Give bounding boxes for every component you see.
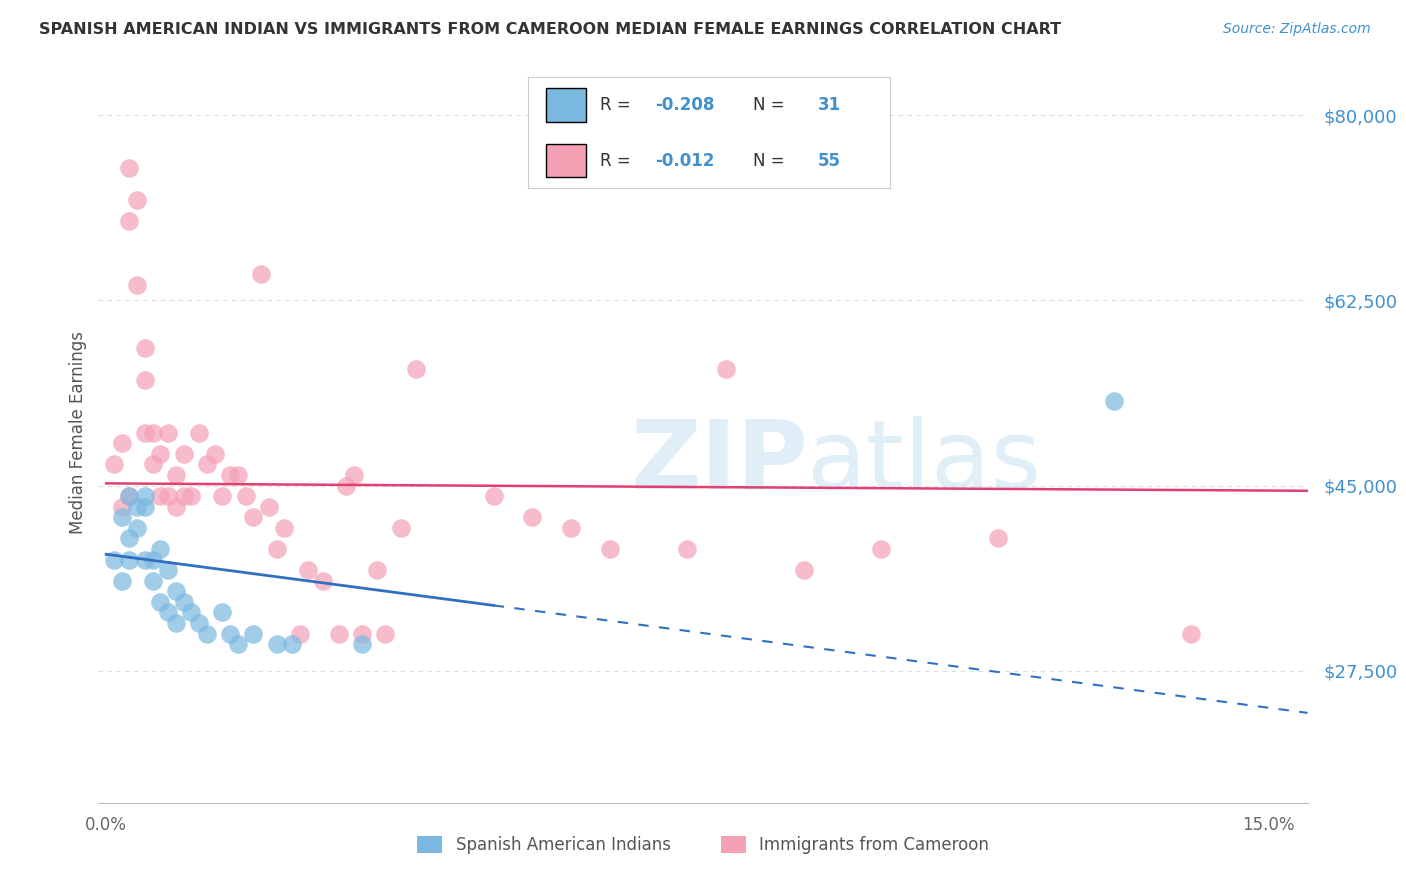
Point xyxy=(343,467,366,482)
Point xyxy=(103,458,125,472)
Text: SPANISH AMERICAN INDIAN VS IMMIGRANTS FROM CAMEROON MEDIAN FEMALE EARNINGS CORRE: SPANISH AMERICAN INDIAN VS IMMIGRANTS FR… xyxy=(39,22,1062,37)
Point xyxy=(127,193,149,207)
Point xyxy=(149,447,172,461)
Point xyxy=(127,277,149,292)
Point xyxy=(134,500,156,514)
Point xyxy=(522,510,544,524)
Point xyxy=(134,489,156,503)
Point xyxy=(266,637,288,651)
Point xyxy=(111,500,134,514)
Point xyxy=(180,606,202,620)
Point xyxy=(149,489,172,503)
Point xyxy=(157,489,180,503)
Point xyxy=(374,626,396,640)
Point xyxy=(204,447,226,461)
Point xyxy=(118,532,141,546)
Point xyxy=(560,521,582,535)
Text: atlas: atlas xyxy=(806,416,1040,508)
Point xyxy=(226,467,249,482)
Point xyxy=(219,467,242,482)
Point xyxy=(405,362,427,376)
Point xyxy=(986,532,1008,546)
Point xyxy=(188,615,211,630)
Point xyxy=(250,267,273,281)
Point xyxy=(134,425,156,440)
Point xyxy=(219,626,242,640)
Point xyxy=(366,563,388,577)
Point xyxy=(134,552,156,566)
Point xyxy=(134,341,156,355)
Point xyxy=(165,615,187,630)
Point xyxy=(350,626,373,640)
Point xyxy=(149,541,172,556)
Point xyxy=(676,541,699,556)
Point xyxy=(335,478,357,492)
Point xyxy=(111,574,134,588)
Point xyxy=(134,373,156,387)
Point xyxy=(297,563,319,577)
Point xyxy=(1102,393,1125,408)
Point xyxy=(157,425,180,440)
Point xyxy=(173,595,195,609)
Point xyxy=(266,541,288,556)
Point xyxy=(242,510,264,524)
Point xyxy=(165,584,187,599)
Point xyxy=(211,606,233,620)
Point xyxy=(165,500,187,514)
Point xyxy=(235,489,257,503)
Point xyxy=(599,541,621,556)
Legend: Spanish American Indians, Immigrants from Cameroon: Spanish American Indians, Immigrants fro… xyxy=(411,830,995,861)
Point xyxy=(111,510,134,524)
Point xyxy=(273,521,295,535)
Point xyxy=(870,541,893,556)
Point xyxy=(173,489,195,503)
Point xyxy=(288,626,311,640)
Point xyxy=(242,626,264,640)
Text: Source: ZipAtlas.com: Source: ZipAtlas.com xyxy=(1223,22,1371,37)
Point xyxy=(350,637,373,651)
Point xyxy=(389,521,412,535)
Point xyxy=(165,467,187,482)
Point xyxy=(118,489,141,503)
Point xyxy=(157,563,180,577)
Point xyxy=(195,626,218,640)
Point xyxy=(188,425,211,440)
Point xyxy=(226,637,249,651)
Point xyxy=(118,214,141,228)
Point xyxy=(257,500,280,514)
Point xyxy=(111,436,134,450)
Point xyxy=(211,489,233,503)
Point xyxy=(142,574,165,588)
Point xyxy=(118,161,141,176)
Point xyxy=(127,521,149,535)
Point xyxy=(149,595,172,609)
Point xyxy=(1180,626,1202,640)
Point xyxy=(312,574,335,588)
Point xyxy=(281,637,304,651)
Point xyxy=(716,362,738,376)
Point xyxy=(180,489,202,503)
Point xyxy=(118,552,141,566)
Point xyxy=(127,500,149,514)
Y-axis label: Median Female Earnings: Median Female Earnings xyxy=(69,331,87,534)
Point xyxy=(142,425,165,440)
Point xyxy=(328,626,350,640)
Point xyxy=(142,552,165,566)
Point xyxy=(793,563,815,577)
Point xyxy=(482,489,505,503)
Point xyxy=(173,447,195,461)
Point xyxy=(195,458,218,472)
Point xyxy=(118,489,141,503)
Point xyxy=(142,458,165,472)
Point xyxy=(103,552,125,566)
Text: ZIP: ZIP xyxy=(630,416,808,508)
Point xyxy=(157,606,180,620)
